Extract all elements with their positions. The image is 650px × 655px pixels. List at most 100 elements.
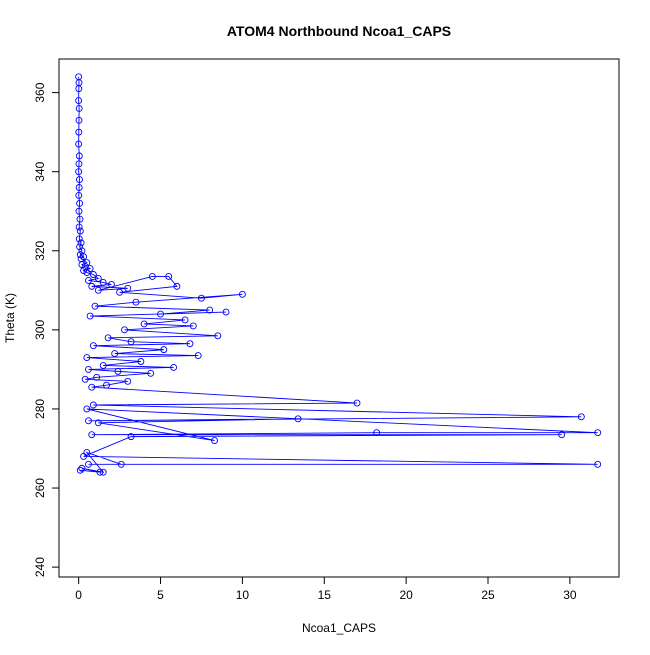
data-point: [594, 429, 602, 437]
data-point: [75, 184, 83, 191]
data-point: [83, 405, 91, 413]
data-point: [75, 168, 83, 176]
data-point: [160, 346, 168, 354]
data-point: [99, 468, 107, 476]
data-point: [88, 431, 96, 439]
data-point: [294, 415, 302, 423]
data-point: [206, 306, 214, 314]
data-point: [99, 362, 107, 369]
data-point: [83, 448, 91, 456]
data-point: [76, 243, 84, 251]
data-point: [373, 429, 381, 437]
y-tick-label: 320: [33, 240, 47, 260]
data-point: [116, 288, 124, 296]
data-point: [75, 235, 83, 243]
data-point: [85, 276, 92, 284]
data-point: [103, 381, 110, 389]
data-point: [222, 308, 230, 316]
data-point: [83, 354, 91, 361]
x-axis-label: Ncoa1_CAPS: [302, 621, 376, 635]
series-line: [78, 76, 598, 473]
data-point: [85, 417, 92, 425]
x-axis: 0 5 10 15 20 25 30: [75, 576, 577, 602]
data-point: [148, 273, 156, 280]
data-point: [99, 278, 107, 286]
data-point: [127, 433, 135, 441]
data-point: [147, 369, 155, 377]
data-point: [85, 460, 92, 468]
data-point: [75, 191, 83, 199]
data-point: [214, 332, 222, 340]
data-point: [124, 284, 132, 292]
y-tick-label: 260: [33, 478, 47, 498]
data-point: [140, 320, 148, 328]
data-point: [75, 207, 83, 215]
data-point: [89, 271, 97, 278]
data-point: [76, 176, 83, 184]
data-point: [75, 128, 83, 136]
data-point: [111, 350, 119, 358]
data-point: [189, 322, 197, 330]
data-point: [94, 275, 102, 282]
data-point: [76, 215, 84, 223]
data-point: [594, 460, 602, 468]
data-point: [186, 340, 194, 348]
data-point: [88, 282, 96, 290]
y-tick-label: 240: [33, 557, 47, 577]
data-point: [81, 375, 89, 383]
y-axis-label: Theta (K): [3, 293, 17, 343]
data-point: [75, 97, 83, 104]
data-point: [75, 140, 83, 148]
data-point: [132, 298, 140, 306]
data-point: [94, 419, 102, 427]
data-point: [75, 152, 83, 160]
data-point: [198, 294, 205, 302]
data-point: [93, 373, 101, 381]
data-point: [75, 223, 83, 231]
data-point: [89, 342, 97, 350]
data-point: [157, 310, 164, 318]
y-tick-label: 360: [33, 82, 47, 102]
data-point: [117, 460, 125, 468]
data-point: [94, 286, 102, 294]
data-point: [121, 326, 128, 334]
data-point: [75, 85, 83, 93]
data-point: [88, 383, 96, 391]
data-point: [89, 401, 97, 409]
data-point: [127, 338, 135, 346]
data-point: [83, 269, 91, 276]
data-point: [194, 352, 202, 360]
data-point: [114, 367, 122, 375]
data-point: [85, 365, 92, 373]
y-tick-label: 340: [33, 161, 47, 181]
data-point: [86, 312, 94, 320]
data-point: [104, 334, 112, 342]
data-point: [76, 466, 84, 474]
data-point: [76, 227, 84, 235]
data-point: [181, 316, 189, 324]
data-point: [211, 437, 219, 445]
data-point: [75, 116, 83, 124]
series-layer: [75, 73, 602, 476]
x-tick-label: 20: [399, 588, 413, 602]
y-tick-label: 300: [33, 320, 47, 340]
x-tick-label: 10: [236, 588, 250, 602]
data-point: [124, 377, 132, 385]
data-point: [78, 464, 86, 472]
data-point: [170, 363, 178, 371]
data-point: [353, 399, 361, 407]
y-axis: 240 260 280 300 320 340 360: [33, 82, 59, 577]
x-tick-label: 0: [75, 588, 82, 602]
data-point: [165, 273, 173, 280]
data-point: [577, 413, 585, 421]
data-point: [91, 302, 99, 310]
data-point: [96, 468, 104, 476]
x-tick-label: 5: [157, 588, 164, 602]
x-tick-label: 15: [318, 588, 332, 602]
y-tick-label: 280: [33, 399, 47, 419]
x-tick-label: 30: [563, 588, 577, 602]
data-point: [76, 199, 84, 207]
